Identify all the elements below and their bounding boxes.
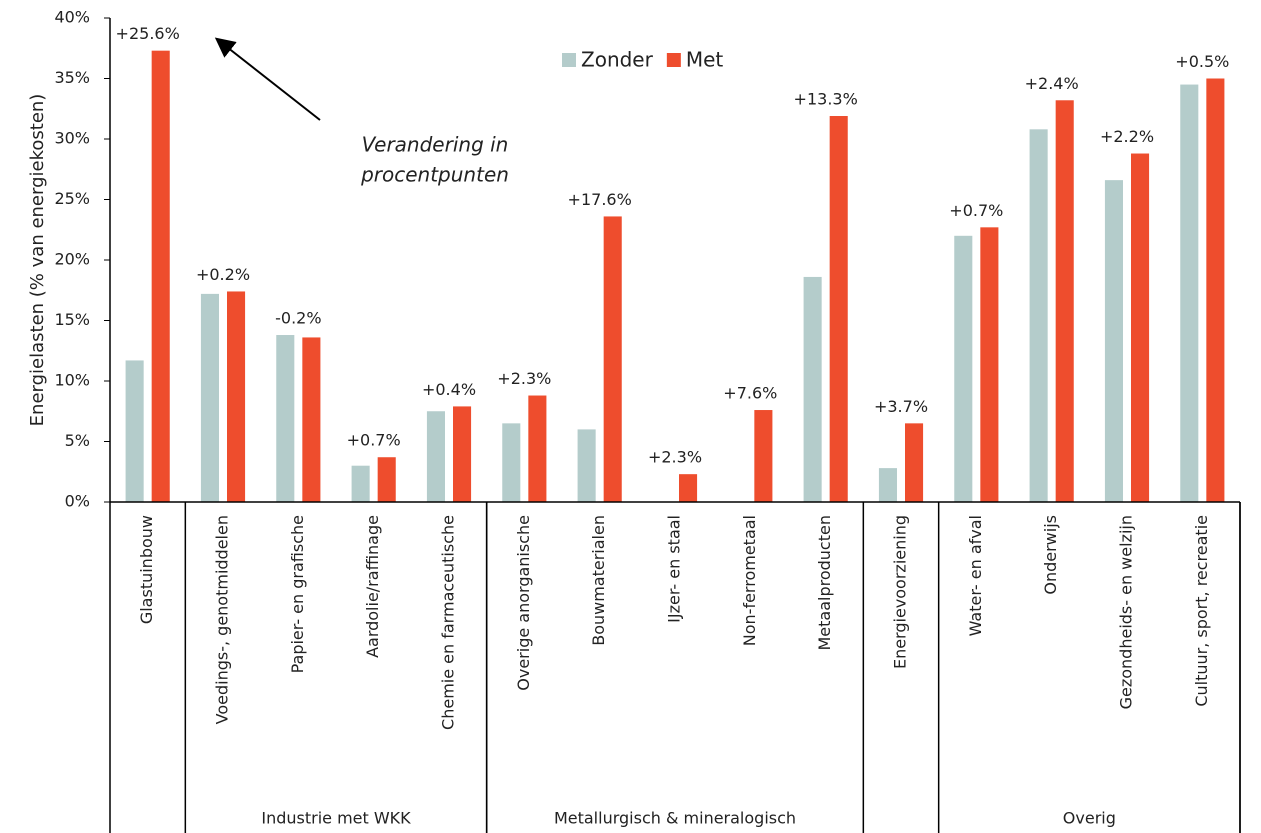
x-tick-label: Papier- en grafische bbox=[288, 515, 307, 673]
x-tick-label: Chemie en farmaceutische bbox=[439, 515, 458, 730]
bar bbox=[679, 474, 698, 502]
change-label: +2.4% bbox=[1025, 74, 1079, 93]
legend-swatch bbox=[562, 53, 576, 67]
y-tick-label: 10% bbox=[54, 371, 90, 390]
x-tick-label: Energievoorziening bbox=[891, 515, 910, 669]
change-label: +17.6% bbox=[568, 190, 632, 209]
change-label: +0.2% bbox=[196, 265, 250, 284]
change-label: +0.4% bbox=[422, 380, 476, 399]
y-tick-label: 15% bbox=[54, 310, 90, 329]
y-tick-label: 40% bbox=[54, 8, 90, 27]
change-label: +2.3% bbox=[497, 369, 551, 388]
bar bbox=[528, 395, 547, 502]
bar bbox=[377, 457, 396, 502]
change-label: +7.6% bbox=[723, 384, 777, 403]
bar bbox=[577, 429, 596, 502]
x-tick-label: Non-ferrometaal bbox=[740, 515, 759, 646]
bar bbox=[829, 116, 848, 502]
x-tick-label: Bouwmaterialen bbox=[589, 515, 608, 646]
bar bbox=[151, 50, 170, 503]
change-label: +25.6% bbox=[116, 24, 180, 43]
bar bbox=[754, 410, 773, 502]
bar bbox=[1180, 84, 1199, 503]
x-tick-label: Cultuur, sport, recreatie bbox=[1192, 515, 1211, 707]
bar bbox=[954, 235, 973, 503]
bar bbox=[351, 465, 370, 502]
group-label: Industrie met WKK bbox=[261, 809, 411, 828]
bar bbox=[227, 291, 246, 502]
bar bbox=[905, 423, 924, 502]
bar bbox=[878, 468, 897, 502]
x-tick-label: Aardolie/raffinage bbox=[363, 515, 382, 658]
change-label: +0.7% bbox=[949, 201, 1003, 220]
y-axis-label: Energielasten (% van energiekosten) bbox=[27, 94, 48, 427]
annotation: Verandering in bbox=[362, 133, 509, 157]
annotation: procentpunten bbox=[360, 163, 509, 187]
bar bbox=[980, 227, 999, 502]
y-tick-label: 35% bbox=[54, 68, 90, 87]
bar bbox=[1206, 78, 1225, 502]
bar bbox=[453, 406, 472, 502]
y-tick-label: 20% bbox=[54, 250, 90, 269]
change-label: +3.7% bbox=[874, 397, 928, 416]
bar bbox=[603, 216, 622, 502]
change-label: +0.7% bbox=[347, 431, 401, 450]
x-tick-label: Water- en afval bbox=[966, 515, 985, 636]
change-label: -0.2% bbox=[275, 309, 321, 328]
y-tick-label: 0% bbox=[65, 492, 90, 511]
x-tick-label: Onderwijs bbox=[1041, 515, 1060, 595]
bar bbox=[426, 411, 445, 502]
bar bbox=[200, 293, 219, 502]
y-tick-label: 25% bbox=[54, 189, 90, 208]
x-tick-label: IJzer- en staal bbox=[665, 515, 684, 623]
bar bbox=[1029, 129, 1048, 502]
bar bbox=[502, 423, 521, 502]
x-tick-label: Overige anorganische bbox=[514, 515, 533, 691]
x-tick-label: Glastuinbouw bbox=[137, 515, 156, 624]
legend-swatch bbox=[666, 53, 681, 67]
x-tick-label: Metaalproducten bbox=[815, 515, 834, 651]
bar bbox=[1131, 153, 1150, 502]
group-label: Overig bbox=[1063, 809, 1116, 828]
x-tick-label: Gezondheids- en welzijn bbox=[1117, 515, 1136, 709]
bar bbox=[1055, 100, 1074, 502]
bar bbox=[125, 360, 144, 502]
legend-label: Met bbox=[686, 48, 724, 72]
y-tick-label: 30% bbox=[54, 129, 90, 148]
group-label: Metallurgisch & mineralogisch bbox=[554, 809, 796, 828]
change-label: +13.3% bbox=[794, 90, 858, 109]
annotation-arrow bbox=[214, 37, 321, 121]
change-label: +2.2% bbox=[1100, 127, 1154, 146]
y-tick-label: 5% bbox=[65, 431, 90, 450]
bar bbox=[302, 337, 321, 502]
change-label: +0.5% bbox=[1175, 52, 1229, 71]
bar bbox=[803, 276, 822, 502]
legend-label: Zonder bbox=[581, 48, 654, 72]
change-label: +2.3% bbox=[648, 448, 702, 467]
bar bbox=[276, 335, 295, 502]
x-tick-label: Voedings-, genotmiddelen bbox=[213, 515, 232, 724]
bar bbox=[1104, 180, 1123, 502]
